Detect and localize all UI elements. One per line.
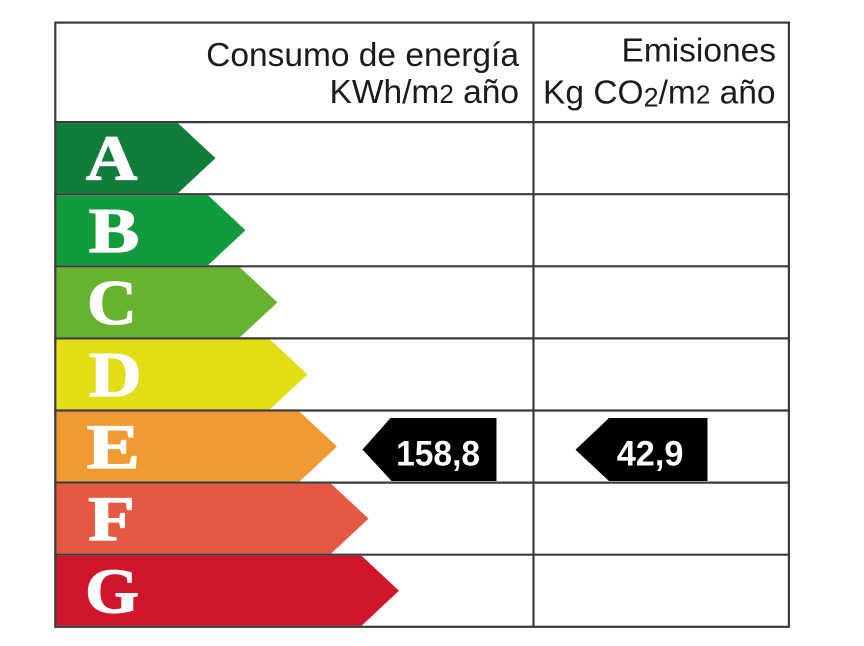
svg-text:B: B — [89, 196, 140, 266]
svg-text:KWh/m2 año: KWh/m2 año — [330, 74, 519, 111]
svg-text:42,9: 42,9 — [617, 434, 684, 473]
svg-text:E: E — [87, 412, 140, 482]
svg-text:F: F — [88, 484, 135, 554]
svg-text:C: C — [87, 268, 137, 338]
svg-text:Consumo de energía: Consumo de energía — [206, 37, 519, 74]
svg-text:Kg CO2/m2 año: Kg CO2/m2 año — [543, 74, 775, 112]
svg-text:G: G — [85, 556, 139, 626]
svg-text:A: A — [86, 124, 138, 194]
svg-text:Emisiones: Emisiones — [621, 33, 776, 70]
svg-text:158,8: 158,8 — [396, 434, 480, 473]
svg-text:D: D — [89, 340, 142, 410]
